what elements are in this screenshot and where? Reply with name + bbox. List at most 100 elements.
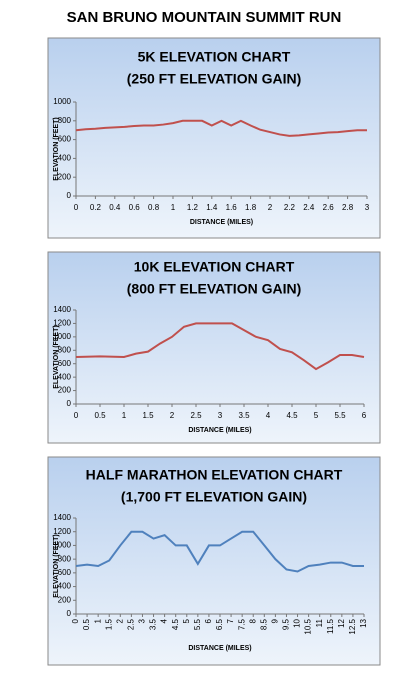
x-tick-label: 3 — [218, 411, 223, 420]
x-tick-label: 6.5 — [215, 618, 224, 630]
x-tick-label: 1 — [122, 411, 127, 420]
y-tick-label: 1400 — [53, 513, 71, 522]
x-tick-label: 3.5 — [238, 411, 250, 420]
x-tick-label: 0.6 — [129, 203, 141, 212]
elevation-line — [75, 322, 365, 371]
x-tick-label: 0 — [74, 411, 79, 420]
x-tick-label: 2.5 — [190, 411, 202, 420]
y-tick-label: 1200 — [53, 319, 71, 328]
x-tick-label: 7 — [226, 618, 235, 623]
y-tick-label: 400 — [58, 582, 72, 591]
x-tick-label: 2.2 — [284, 203, 296, 212]
x-tick-label: 7.5 — [237, 618, 246, 630]
chart-background — [47, 37, 381, 239]
y-axis-label: ELEVATION (FEET) — [53, 117, 60, 181]
x-tick-label: 0.5 — [94, 411, 106, 420]
y-tick-label: 1000 — [53, 541, 71, 550]
x-tick-label: 12.5 — [348, 618, 357, 634]
y-tick-label: 1000 — [53, 332, 71, 341]
x-tick-label: 1.4 — [206, 203, 218, 212]
y-tick-label: 600 — [58, 135, 72, 144]
x-tick-label: 12 — [337, 618, 346, 627]
x-tick-label: 0 — [71, 618, 80, 623]
x-tick-label: 6 — [204, 618, 213, 623]
y-tick-label: 1400 — [53, 305, 71, 314]
x-tick-label: 1.8 — [245, 203, 257, 212]
x-tick-label: 3 — [138, 618, 147, 623]
y-axis-label: ELEVATION (FEET) — [53, 534, 60, 598]
x-tick-label: 6 — [362, 411, 367, 420]
x-axis-label: DISTANCE (MILES) — [188, 645, 251, 652]
y-tick-label: 200 — [58, 172, 72, 181]
x-tick-label: 4 — [266, 411, 271, 420]
x-tick-label: 4 — [160, 618, 169, 623]
x-tick-label: 3 — [365, 203, 370, 212]
x-tick-label: 9.5 — [282, 618, 291, 630]
x-tick-label: 0 — [74, 203, 79, 212]
y-tick-label: 200 — [58, 595, 72, 604]
y-axis-label: ELEVATION (FEET) — [53, 325, 60, 389]
y-tick-label: 800 — [58, 554, 72, 563]
x-tick-label: 2.5 — [126, 618, 135, 630]
x-tick-label: 1.6 — [226, 203, 238, 212]
x-tick-label: 0.5 — [82, 618, 91, 630]
x-tick-label: 11 — [315, 618, 324, 627]
x-tick-label: 5.5 — [334, 411, 346, 420]
y-tick-label: 0 — [67, 609, 72, 618]
y-tick-label: 1000 — [53, 97, 71, 106]
x-tick-label: 5 — [314, 411, 319, 420]
x-tick-label: 0.4 — [109, 203, 121, 212]
x-tick-label: 8 — [248, 618, 257, 623]
y-tick-label: 800 — [58, 116, 72, 125]
x-tick-label: 0.2 — [90, 203, 102, 212]
y-tick-label: 200 — [58, 386, 72, 395]
page-title: SAN BRUNO MOUNTAIN SUMMIT RUN — [67, 9, 342, 26]
x-tick-label: 2.4 — [303, 203, 315, 212]
x-tick-label: 4.5 — [286, 411, 298, 420]
x-tick-label: 13 — [359, 618, 368, 627]
elevation-line — [75, 530, 364, 573]
chart-title: HALF MARATHON ELEVATION CHART — [86, 467, 343, 483]
y-tick-label: 400 — [58, 154, 72, 163]
chart-subtitle: (250 FT ELEVATION GAIN) — [127, 71, 302, 87]
x-tick-label: 5 — [182, 618, 191, 623]
chart: 10K ELEVATION CHART (800 FT ELEVATION GAI… — [47, 251, 381, 444]
chart-background — [47, 456, 381, 666]
x-tick-label: 1 — [93, 618, 102, 623]
x-tick-label: 2 — [268, 203, 273, 212]
x-tick-label: 1 — [171, 203, 176, 212]
x-tick-label: 2.8 — [342, 203, 354, 212]
x-tick-label: 2 — [115, 618, 124, 623]
x-tick-label: 1.5 — [104, 618, 113, 630]
x-tick-label: 10.5 — [304, 618, 313, 634]
x-tick-label: 2.6 — [323, 203, 335, 212]
chart-background — [47, 251, 381, 444]
y-tick-label: 600 — [58, 568, 72, 577]
x-tick-label: 2 — [170, 411, 175, 420]
chart: 5K ELEVATION CHART (250 FT ELEVATION GAIN… — [47, 37, 381, 239]
x-axis-label: DISTANCE (MILES) — [190, 219, 253, 226]
chart-subtitle: (800 FT ELEVATION GAIN) — [127, 281, 302, 297]
x-tick-label: 8.5 — [259, 618, 268, 630]
chart: HALF MARATHON ELEVATION CHART (1,700 FT E… — [47, 456, 381, 666]
x-axis-label: DISTANCE (MILES) — [188, 427, 251, 434]
chart-title: 10K ELEVATION CHART — [134, 259, 295, 275]
x-tick-label: 5.5 — [193, 618, 202, 630]
x-tick-label: 0.8 — [148, 203, 160, 212]
x-tick-label: 10 — [293, 618, 302, 627]
x-tick-label: 9 — [270, 618, 279, 623]
x-tick-label: 1.2 — [187, 203, 199, 212]
y-tick-label: 800 — [58, 345, 72, 354]
x-tick-label: 3.5 — [149, 618, 158, 630]
chart-title: 5K ELEVATION CHART — [138, 49, 291, 65]
elevation-line — [75, 119, 367, 137]
x-tick-label: 4.5 — [171, 618, 180, 630]
x-tick-label: 11.5 — [326, 618, 335, 634]
y-tick-label: 0 — [67, 191, 72, 200]
y-tick-label: 400 — [58, 372, 72, 381]
x-tick-label: 1.5 — [142, 411, 154, 420]
chart-subtitle: (1,700 FT ELEVATION GAIN) — [121, 489, 307, 505]
y-tick-label: 0 — [67, 399, 72, 408]
y-tick-label: 600 — [58, 359, 72, 368]
